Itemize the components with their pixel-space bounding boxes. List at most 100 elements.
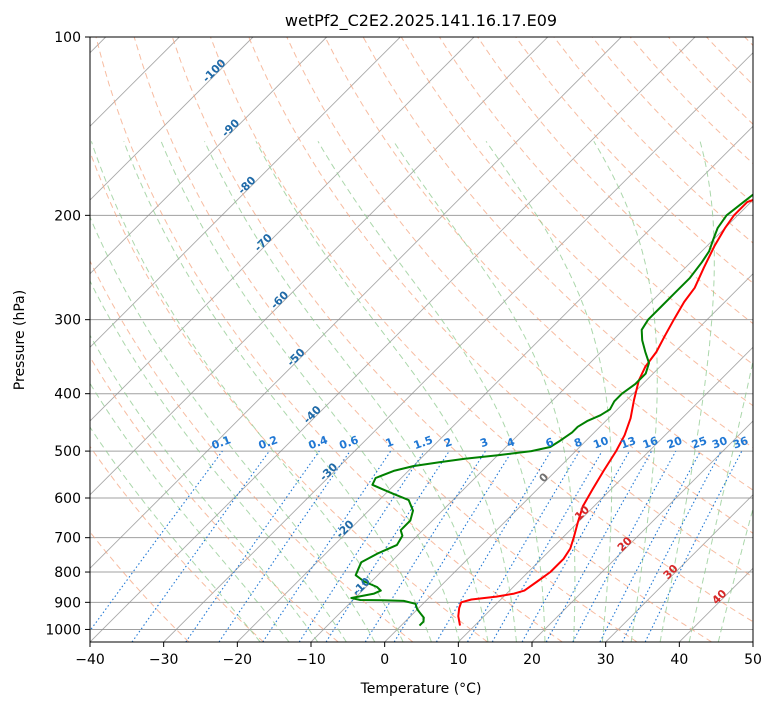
moist-adiabat-line <box>717 506 753 642</box>
x-tick-label: −40 <box>75 652 105 668</box>
x-tick-label: −10 <box>296 652 326 668</box>
mixing-ratio-line <box>545 450 653 642</box>
mixing-ratio-line <box>521 450 630 642</box>
moist-adiabat-line <box>123 141 432 642</box>
x-tick-label: 40 <box>670 652 688 668</box>
x-axis-title: Temperature (°C) <box>360 681 482 697</box>
mixing-ratio-label: 8 <box>572 435 584 450</box>
x-tick-label: 10 <box>449 652 467 668</box>
mixing-ratio-labels: 0.1 0.2 0.4 0.6 1 1.5 2 3 4 6 8 10 13 16 20 25 30 36 <box>210 433 751 452</box>
y-tick-label: 1000 <box>45 622 81 638</box>
isotherm-line <box>163 52 753 642</box>
dry-adiabat-line <box>95 37 563 642</box>
mixing-ratio-line <box>185 450 320 642</box>
y-tick-label: 600 <box>54 491 81 507</box>
moist-adiabat-line <box>688 358 753 642</box>
moist-adiabat-line <box>90 141 404 642</box>
mixing-ratio-line <box>218 450 351 642</box>
chart-title: wetPf2_C2E2.2025.141.16.17.E09 <box>285 11 557 31</box>
y-axis-title: Pressure (hPa) <box>12 290 28 390</box>
moist-adiabat-line <box>593 141 658 642</box>
x-tick-label: 50 <box>744 652 762 668</box>
mixing-ratio-line <box>262 450 392 642</box>
isotherm-line <box>384 273 753 642</box>
mixing-ratio-label: 16 <box>641 434 660 452</box>
mixing-ratio-label: 2 <box>442 435 454 450</box>
mixing-ratio-line <box>644 450 743 642</box>
isotherm-line <box>457 346 753 642</box>
mixing-ratio-label: 4 <box>505 435 517 450</box>
dry-adiabat-line <box>90 259 414 642</box>
x-tick-label: −20 <box>223 652 253 668</box>
moist-adiabat-line <box>255 141 517 642</box>
dry-adiabat-line <box>324 37 753 491</box>
x-tick-label: 20 <box>523 652 541 668</box>
mixing-ratio-line <box>572 450 677 642</box>
series-layer <box>350 193 753 627</box>
x-axis: −40 −30 −20 −10 0 10 20 30 40 50 <box>75 642 762 668</box>
y-tick-label: 300 <box>54 313 81 329</box>
y-axis: 1000 900 800 700 600 500 400 300 200 100 <box>45 30 90 638</box>
isotherm-line <box>531 420 753 642</box>
y-tick-label: 500 <box>54 444 81 460</box>
mixing-ratio-label: 3 <box>478 435 490 450</box>
dry-adiabat-line <box>210 37 753 623</box>
mixing-ratio-label: 10 <box>591 434 610 452</box>
isotherm-line <box>90 37 549 496</box>
mixing-ratio-label: 20 <box>665 434 684 452</box>
y-tick-label: 900 <box>54 595 81 611</box>
dry-adiabat-line <box>90 356 339 642</box>
isotherm-line <box>90 37 475 422</box>
moist-adiabat-line <box>90 279 347 642</box>
isotherm-line <box>90 37 696 642</box>
moist-adiabat-line <box>317 141 546 642</box>
moist-adiabat-line <box>90 426 261 642</box>
mixing-ratio-label: 1 <box>384 435 396 450</box>
moist-adiabat-line <box>160 141 461 642</box>
moist-adiabat-line <box>204 141 489 642</box>
mixing-ratio-line <box>90 450 223 632</box>
mixing-ratio-label: 36 <box>731 434 750 452</box>
mixing-ratio-label: 0.4 <box>307 433 330 452</box>
mixing-ratio-label: 30 <box>710 434 729 452</box>
moist-adiabat-line <box>90 334 319 642</box>
y-tick-label: 400 <box>54 387 81 403</box>
isotherm-line <box>90 37 401 348</box>
mixing-ratio-line <box>393 450 513 642</box>
mixing-ratio-label: 0.1 <box>210 433 233 452</box>
mixing-ratio-label: 25 <box>690 434 709 451</box>
mixing-ratio-label: 13 <box>619 434 638 451</box>
isotherm-line <box>236 125 753 642</box>
dry-adiabat-line <box>171 37 712 642</box>
mixing-ratio-line <box>131 450 270 642</box>
dry-adiabat-line <box>515 37 753 284</box>
isotherm-line <box>90 37 622 569</box>
x-tick-label: −30 <box>149 652 179 668</box>
x-tick-label: 0 <box>380 652 389 668</box>
plot-frame <box>89 36 754 643</box>
isotherm-line <box>90 37 254 201</box>
moist-adiabat-line <box>485 141 613 642</box>
mixing-ratio-line <box>325 450 450 642</box>
moist-adiabat-line <box>659 141 715 642</box>
isotherm-line <box>605 494 753 642</box>
x-tick-label: 30 <box>597 652 615 668</box>
y-tick-label: 100 <box>54 30 81 46</box>
background-lines <box>90 37 753 642</box>
dry-adiabat-line <box>286 37 753 534</box>
y-tick-label: 800 <box>54 565 81 581</box>
dry-adiabat-line <box>90 445 264 642</box>
temperature-profile-line <box>457 198 753 626</box>
mixing-ratio-label: 0.2 <box>257 433 280 452</box>
moist-adiabat-line <box>90 382 290 642</box>
mixing-ratio-label: 1.5 <box>412 433 435 452</box>
dewpoint-profile-line <box>350 193 753 627</box>
isotherm-line <box>90 37 328 275</box>
dry-adiabat-line <box>248 37 753 578</box>
mixing-ratio-label: 0.6 <box>338 433 361 452</box>
mixing-ratio-label: 6 <box>544 435 556 450</box>
y-tick-label: 200 <box>54 208 81 224</box>
